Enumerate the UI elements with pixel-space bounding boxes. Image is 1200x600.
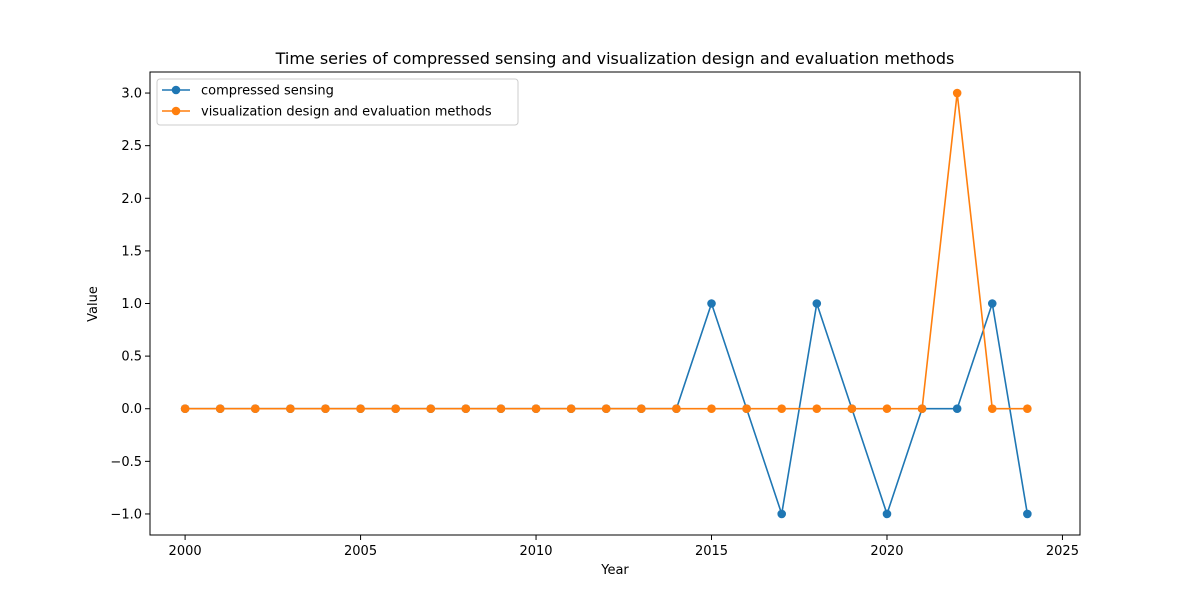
data-point bbox=[180, 404, 190, 414]
legend-item: compressed sensing bbox=[162, 84, 334, 99]
data-point bbox=[1023, 509, 1032, 519]
y-axis-title: Value bbox=[86, 286, 101, 322]
data-point bbox=[215, 404, 225, 414]
chart-title: Time series of compressed sensing and vi… bbox=[275, 49, 955, 68]
data-point bbox=[1023, 404, 1032, 414]
legend-marker bbox=[171, 85, 181, 95]
y-tick-label: −0.5 bbox=[110, 455, 142, 470]
y-tick-label: 2.0 bbox=[121, 192, 142, 207]
data-point bbox=[882, 509, 892, 519]
series-2 bbox=[180, 88, 1032, 414]
data-point bbox=[391, 404, 400, 414]
data-point bbox=[286, 404, 295, 414]
y-tick-label: 2.5 bbox=[121, 139, 142, 154]
x-tick-label: 2010 bbox=[519, 544, 552, 559]
x-tick-label: 2005 bbox=[344, 544, 377, 559]
data-point bbox=[637, 404, 646, 414]
data-point bbox=[917, 404, 927, 414]
data-point bbox=[707, 404, 716, 414]
y-tick-label: 0.5 bbox=[121, 350, 142, 365]
x-tick-label: 2000 bbox=[169, 544, 202, 559]
data-point bbox=[601, 404, 611, 414]
legend-label: visualization design and evaluation meth… bbox=[201, 105, 492, 120]
legend-item: visualization design and evaluation meth… bbox=[162, 105, 492, 120]
data-point bbox=[777, 509, 786, 519]
data-point bbox=[496, 404, 506, 414]
data-point bbox=[882, 404, 892, 414]
data-point bbox=[566, 404, 576, 414]
data-point bbox=[531, 404, 541, 414]
data-point bbox=[812, 404, 822, 414]
data-point bbox=[777, 404, 786, 414]
data-point bbox=[426, 404, 436, 414]
data-point bbox=[847, 404, 857, 414]
data-point bbox=[707, 299, 716, 308]
data-point bbox=[742, 404, 751, 414]
data-point bbox=[250, 404, 260, 414]
legend-label: compressed sensing bbox=[201, 84, 334, 99]
y-tick-label: 1.5 bbox=[121, 244, 142, 259]
y-tick-label: 3.0 bbox=[121, 87, 142, 102]
data-point bbox=[987, 299, 997, 308]
data-point bbox=[356, 404, 365, 414]
data-point bbox=[461, 404, 471, 414]
data-point bbox=[987, 404, 997, 414]
data-point bbox=[321, 404, 330, 414]
legend: compressed sensing visualization design a… bbox=[156, 78, 519, 126]
data-point bbox=[952, 88, 962, 98]
data-point bbox=[672, 404, 681, 414]
x-tick-label: 2020 bbox=[870, 544, 903, 559]
data-point bbox=[952, 404, 962, 414]
y-tick-label: 0.0 bbox=[121, 402, 142, 417]
x-tick-label: 2015 bbox=[695, 544, 728, 559]
x-tick-label: 2025 bbox=[1046, 544, 1079, 559]
legend-box bbox=[156, 78, 519, 126]
y-tick-label: 1.0 bbox=[121, 297, 142, 312]
data-point bbox=[812, 299, 822, 308]
x-axis-title: Year bbox=[600, 563, 629, 578]
y-tick-label: −1.0 bbox=[110, 507, 142, 522]
x-axis: 2000 2005 2010 2015 2020 2025 bbox=[169, 535, 1079, 559]
legend-marker bbox=[171, 106, 181, 116]
y-axis: −1.0 −0.5 0.0 0.5 1.0 1.5 2.0 2.5 3.0 bbox=[110, 87, 150, 522]
plot-area bbox=[180, 88, 1032, 519]
